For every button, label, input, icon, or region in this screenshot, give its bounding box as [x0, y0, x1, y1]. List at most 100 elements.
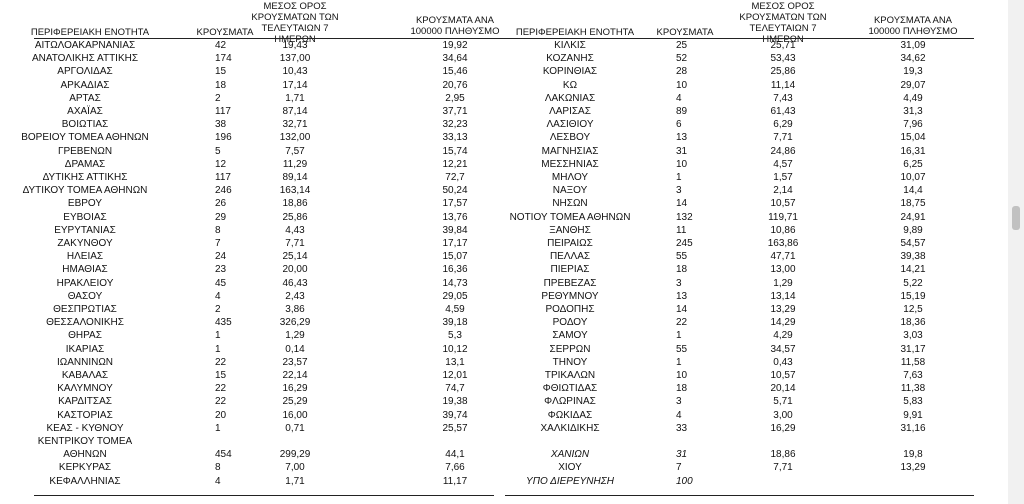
per-100k-cell: 14,73 — [442, 277, 468, 289]
table-row: ΑΝΑΤΟΛΙΚΗΣ ΑΤΤΙΚΗΣ 174 137,00 34,64 — [0, 52, 1008, 65]
cases-cell: 245 — [676, 238, 693, 249]
header-region-right: ΠΕΡΙΦΕΡΕΙΑΚΗ ΕΝΟΤΗΤΑ — [515, 27, 635, 38]
vertical-scrollbar[interactable] — [1008, 0, 1024, 504]
per-100k-cell: 15,46 — [442, 66, 468, 78]
avg-7day-cell: 10,57 — [770, 198, 796, 210]
header-per-right: ΚΡΟΥΣΜΑΤΑ ΑΝΑ 100000 ΠΛΗΘΥΣΜΟ — [853, 15, 973, 37]
cases-cell: 246 — [215, 185, 232, 197]
avg-7day-cell: 19,43 — [282, 40, 308, 51]
per-100k-cell: 7,66 — [445, 462, 465, 474]
region-cell: ΑΝΑΤΟΛΙΚΗΣ ΑΤΤΙΚΗΣ — [31, 53, 139, 65]
cases-cell: 8 — [215, 462, 221, 474]
avg-7day-cell: 299,29 — [279, 449, 311, 461]
avg-7day-cell: 23,57 — [282, 356, 308, 368]
table-row: ΘΕΣΣΑΛΟΝΙΚΗΣ 435 326,29 39,18 — [0, 316, 1008, 329]
table-row: ΚΙΛΚΙΣ 25 25,71 31,09 — [0, 39, 1008, 52]
cases-cell: 2 — [215, 92, 221, 104]
per-100k-cell: 2,95 — [445, 92, 465, 104]
per-100k-cell: 15,04 — [900, 132, 926, 144]
cases-cell: 15 — [215, 370, 227, 381]
region-cell: ΕΥΡΥΤΑΝΙΑΣ — [54, 224, 116, 236]
cases-cell: 4 — [676, 92, 682, 104]
table-row: ΕΥΒΟΙΑΣ 29 25,86 13,76 — [0, 211, 1008, 224]
cases-cell: 5 — [215, 145, 221, 157]
cases-cell: 18 — [215, 79, 227, 91]
per-100k-cell: 5,22 — [903, 277, 923, 289]
per-100k-cell: 13,76 — [442, 211, 468, 223]
region-cell: ΘΕΣΠΡΩΤΙΑΣ — [53, 304, 117, 315]
scrollbar-thumb[interactable] — [1012, 206, 1020, 230]
per-100k-cell: 10,12 — [442, 343, 468, 355]
per-100k-cell: 15,19 — [900, 290, 926, 302]
per-100k-cell: 29,07 — [900, 79, 926, 91]
cases-cell: 4 — [676, 409, 682, 421]
region-cell: ΣΑΜΟΥ — [552, 330, 588, 342]
avg-7day-cell: 10,57 — [770, 370, 796, 381]
region-cell: ΔΡΑΜΑΣ — [64, 158, 106, 170]
region-cell: ΝΟΤΙΟΥ ΤΟΜΕΑ ΑΘΗΝΩΝ — [509, 211, 631, 223]
avg-7day-cell: 22,14 — [282, 370, 308, 381]
per-100k-cell: 5,83 — [903, 396, 923, 408]
region-cell: ΝΗΣΩΝ — [552, 198, 588, 210]
table-row: ΡΕΘΥΜΝΟΥ 13 13,14 15,19 — [0, 290, 1008, 303]
cases-cell: 2 — [215, 304, 221, 315]
cases-cell: 1 — [215, 343, 221, 355]
avg-7day-cell: 1,57 — [773, 172, 793, 183]
region-cell: ΕΒΡΟΥ — [67, 198, 103, 210]
table-row: ΚΩ 10 11,14 29,07 — [0, 79, 1008, 92]
cases-cell: 1 — [676, 356, 682, 368]
region-cell: ΤΡΙΚΑΛΩΝ — [544, 370, 596, 381]
cases-cell: 3 — [676, 396, 682, 408]
region-cell: ΙΩΑΝΝΙΝΩΝ — [56, 356, 114, 368]
per-100k-cell: 19,38 — [442, 396, 468, 408]
region-cell: ΚΟΡΙΝΘΙΑΣ — [542, 66, 598, 78]
region-cell: ΚΕΑΣ - ΚΥΘΝΟΥ — [46, 422, 124, 434]
avg-7day-cell: 34,57 — [770, 343, 796, 355]
avg-7day-cell: 4,29 — [773, 330, 793, 342]
header-per-left: ΚΡΟΥΣΜΑΤΑ ΑΝΑ 100000 ΠΛΗΘΥΣΜΟ — [395, 15, 515, 37]
per-100k-cell: 14,4 — [903, 185, 923, 197]
region-cell: ΦΩΚΙΔΑΣ — [547, 409, 593, 421]
avg-7day-cell: 163,14 — [279, 185, 311, 197]
region-cell: ΠΕΙΡΑΙΩΣ — [547, 238, 593, 249]
region-cell: ΞΑΝΘΗΣ — [549, 224, 591, 236]
table-row: ΝΗΣΩΝ 14 10,57 18,75 — [0, 197, 1008, 210]
table-row — [0, 435, 1008, 448]
avg-7day-cell: 18,86 — [770, 449, 796, 461]
cases-cell: 7 — [676, 462, 682, 474]
table-row: ΒΟΡΕΙΟΥ ΤΟΜΕΑ ΑΘΗΝΩΝ 196 132,00 33,13 — [0, 131, 1008, 144]
region-cell: ΜΕΣΣΗΝΙΑΣ — [541, 158, 599, 170]
cases-cell: 42 — [215, 40, 227, 51]
table-row: ΗΜΑΘΙΑΣ 23 20,00 16,36 — [0, 263, 1008, 276]
region-cell: ΝΑΞΟΥ — [552, 185, 588, 197]
cases-cell: 1 — [215, 422, 221, 434]
cases-cell: 22 — [676, 317, 688, 329]
avg-7day-cell: 1,71 — [285, 475, 305, 487]
table-row: ΑΡΤΑΣ 2 1,71 2,95 — [0, 92, 1008, 105]
per-100k-cell: 7,96 — [903, 119, 923, 131]
per-100k-cell: 39,18 — [442, 317, 468, 329]
per-100k-cell: 16,36 — [442, 264, 468, 276]
avg-7day-cell: 14,29 — [770, 317, 796, 329]
avg-7day-cell: 16,00 — [282, 409, 308, 421]
table-row: ΗΛΕΙΑΣ 24 25,14 15,07 — [0, 250, 1008, 263]
per-100k-cell: 13,29 — [900, 462, 926, 474]
region-cell: ΚΩ — [562, 79, 578, 91]
region-cell: ΑΡΚΑΔΙΑΣ — [60, 79, 110, 91]
table-row: ΚΑΒΑΛΑΣ 15 22,14 12,01 — [0, 369, 1008, 382]
avg-7day-cell: 25,86 — [770, 66, 796, 78]
table-row: ΠΡΕΒΕΖΑΣ 3 1,29 5,22 — [0, 277, 1008, 290]
avg-7day-cell: 16,29 — [770, 422, 796, 434]
cases-cell: 132 — [676, 211, 693, 223]
avg-7day-cell: 25,86 — [282, 211, 308, 223]
avg-7day-cell: 18,86 — [282, 198, 308, 210]
table-row: ΚΟΖΑΝΗΣ 52 53,43 34,62 — [0, 52, 1008, 65]
region-cell: ΑΧΑΪΑΣ — [67, 106, 103, 117]
avg-7day-cell: 4,57 — [773, 158, 793, 170]
cases-cell: 31 — [676, 145, 688, 157]
table-row: ΑΧΑΪΑΣ 117 87,14 37,71 — [0, 105, 1008, 118]
avg-7day-cell: 25,71 — [770, 40, 796, 51]
region-cell: ΑΘΗΝΩΝ — [63, 449, 107, 461]
per-100k-cell: 12,5 — [903, 304, 923, 315]
